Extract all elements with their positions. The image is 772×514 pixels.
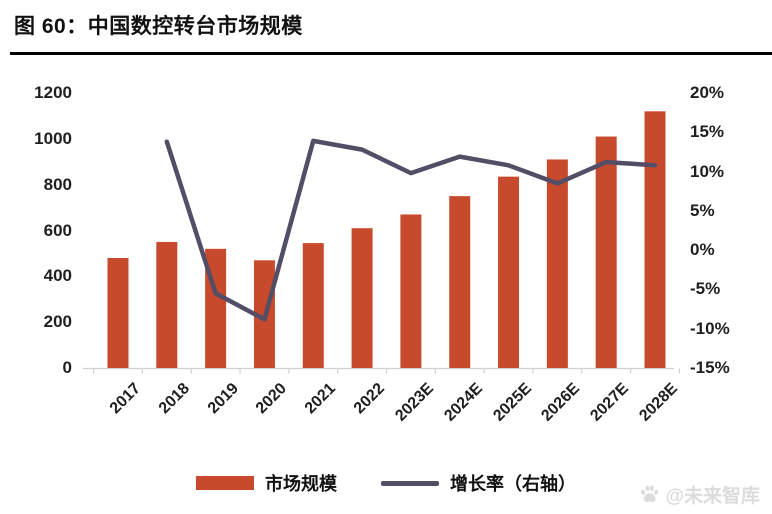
chart-legend: 市场规模 增长率（右轴） xyxy=(0,470,772,496)
right-axis-label: 0% xyxy=(690,240,715,260)
right-axis-label: 5% xyxy=(690,200,715,220)
right-axis-label: 10% xyxy=(690,161,725,181)
right-axis-label: -15% xyxy=(690,358,730,377)
bar-2027E xyxy=(595,136,617,368)
bar-2023E xyxy=(400,214,422,368)
legend-item-market-size: 市场规模 xyxy=(196,470,337,496)
right-axis-label: -5% xyxy=(690,279,721,299)
right-axis-label: 15% xyxy=(690,122,725,142)
left-axis-label: 200 xyxy=(43,312,72,332)
watermark-text: @未来智库 xyxy=(665,486,760,507)
bar-2026E xyxy=(546,159,568,368)
legend-label: 增长率（右轴） xyxy=(450,474,576,494)
bar-2021 xyxy=(302,243,324,368)
left-axis-label: 600 xyxy=(43,220,72,240)
left-axis-label: 0 xyxy=(62,358,72,377)
bar-2017 xyxy=(107,258,129,368)
left-axis-label: 1200 xyxy=(34,83,72,102)
left-axis-label: 400 xyxy=(43,266,72,286)
bar-2025E xyxy=(498,176,520,368)
title-underline xyxy=(10,52,772,55)
bar-2028E xyxy=(644,111,666,368)
left-axis-label: 800 xyxy=(43,174,72,194)
right-axis-label: 20% xyxy=(690,83,725,102)
bar-2022 xyxy=(351,228,373,368)
paw-icon xyxy=(641,485,659,502)
bar-series-swatch xyxy=(196,476,254,490)
bar-2018 xyxy=(156,241,178,368)
left-axis-label: 1000 xyxy=(34,128,72,148)
bar-2024E xyxy=(449,196,471,368)
right-axis-label: -10% xyxy=(690,318,730,338)
legend-item-growth-rate: 增长率（右轴） xyxy=(381,470,576,496)
watermark: @未来智库 xyxy=(639,481,760,508)
page-title: 图 60：中国数控转台市场规模 xyxy=(14,15,303,38)
growth-rate-line xyxy=(164,138,658,322)
legend-label: 市场规模 xyxy=(265,474,337,494)
line-series-swatch xyxy=(381,480,439,486)
